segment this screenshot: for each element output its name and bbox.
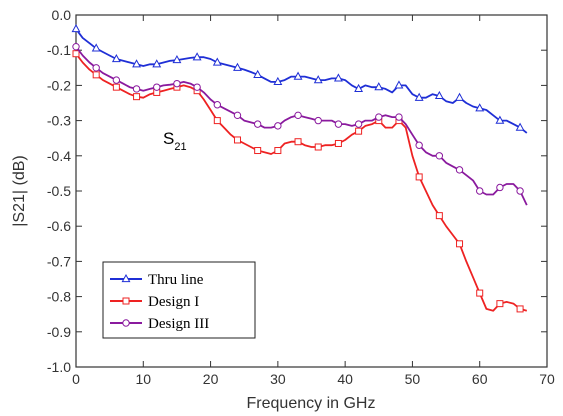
data-point [254, 147, 262, 155]
x-tick-label: 70 [539, 371, 555, 387]
x-tick-label: 50 [405, 371, 421, 387]
y-tick-label: -0.2 [47, 77, 71, 93]
data-point [333, 73, 343, 82]
data-point [152, 59, 162, 68]
data-point [274, 122, 282, 130]
data-point [455, 166, 464, 174]
data-point [294, 138, 302, 146]
data-point [173, 79, 181, 88]
data-point [515, 122, 525, 131]
data-point [72, 42, 80, 51]
data-point [415, 141, 423, 149]
data-point [375, 113, 383, 121]
data-point [122, 297, 130, 305]
legend-label: Design III [148, 316, 209, 332]
legend-label: Thru line [148, 272, 204, 288]
data-point [92, 71, 100, 79]
legend: Thru line Design I Design III [102, 261, 256, 339]
y-tick-label: -0.9 [47, 324, 71, 340]
y-tick-label: -0.5 [47, 183, 71, 199]
data-point [112, 83, 120, 91]
legend-items: Thru line Design I Design III [110, 272, 209, 332]
data-point [496, 183, 504, 192]
data-point [132, 85, 141, 93]
data-point [213, 101, 222, 109]
data-point [121, 273, 131, 283]
data-point [71, 24, 81, 33]
x-tick-label: 20 [203, 371, 219, 387]
data-point [212, 57, 222, 66]
data-point [456, 240, 464, 248]
data-point [294, 111, 302, 120]
series-line [75, 46, 528, 206]
data-point [475, 103, 485, 112]
data-point [476, 187, 484, 195]
data-point [395, 113, 403, 121]
data-point [496, 300, 504, 308]
x-tick-label: 10 [135, 371, 151, 387]
data-point [133, 93, 141, 101]
data-point [253, 120, 262, 128]
y-tick-label: -0.1 [47, 42, 71, 58]
data-point [91, 43, 101, 52]
axis-ticks: 0 10 20 30 40 50 60 70 0.0 -0.1 -0.2 -0.3 -0.4 -0.5 -0… [47, 7, 555, 387]
data-point [434, 90, 444, 100]
data-point [213, 117, 221, 125]
x-tick-label: 0 [72, 371, 80, 387]
series-line [75, 28, 528, 134]
data-point [192, 52, 202, 61]
data-point [455, 92, 464, 101]
data-point [132, 59, 141, 68]
data-point [112, 76, 121, 84]
data-point [153, 83, 161, 91]
data-point [374, 82, 384, 91]
x-tick-label: 40 [337, 371, 353, 387]
data-point [435, 212, 443, 220]
data-point [293, 71, 303, 80]
x-axis-title: Frequency in GHz [247, 395, 376, 412]
data-point [415, 173, 423, 181]
data-point [172, 55, 182, 64]
data-point [122, 319, 130, 327]
data-point [253, 69, 263, 78]
data-point [314, 116, 322, 125]
data-point [314, 143, 322, 151]
data-point [92, 64, 100, 72]
y-tick-label: -0.7 [47, 253, 71, 269]
data-point [274, 147, 282, 155]
data-point [273, 76, 283, 85]
y-tick-label: -0.3 [47, 113, 71, 129]
data-point [516, 187, 524, 195]
y-tick-label: 0.0 [52, 7, 72, 23]
data-point [334, 139, 342, 147]
data-point [435, 152, 444, 160]
data-point [516, 305, 524, 313]
data-point [233, 111, 242, 120]
data-point [414, 92, 424, 101]
x-tick-label: 30 [270, 371, 286, 387]
y-tick-label: -0.4 [47, 148, 71, 164]
y-tick-label: -0.6 [47, 218, 71, 234]
data-point [355, 127, 363, 135]
legend-label: Design I [148, 294, 199, 310]
data-point [495, 115, 505, 124]
data-point [233, 136, 241, 144]
y-tick-label: -0.8 [47, 289, 71, 305]
series-layer [71, 24, 528, 313]
data-point [72, 50, 80, 58]
data-point [354, 120, 363, 128]
y-axis-title: |S21| (dB) [11, 155, 28, 226]
data-point [394, 80, 404, 89]
data-point [233, 62, 242, 71]
y-tick-label: -1.0 [47, 359, 71, 375]
data-point [476, 289, 484, 297]
s21-annotation: S21 [163, 129, 187, 153]
data-point [354, 83, 364, 93]
data-point [111, 53, 121, 63]
data-point [334, 120, 343, 128]
data-point [193, 83, 201, 91]
data-point [313, 75, 323, 84]
x-tick-label: 60 [472, 371, 488, 387]
